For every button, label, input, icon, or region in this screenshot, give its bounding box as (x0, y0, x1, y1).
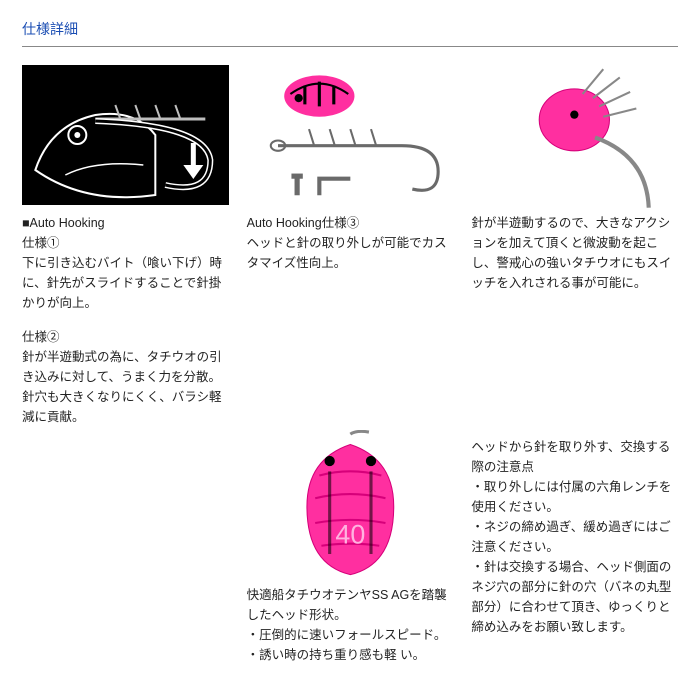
image-semi-free-swing (471, 65, 678, 205)
cell-5-line2: ・圧倒的に速いフォールスピード。 (247, 625, 454, 645)
spec-grid: ■Auto Hooking 仕様① 下に引き込むバイト（喰い下げ）時に、針先がス… (22, 65, 678, 665)
cell-3-body: 針が半遊動するので、大きなアクションを加えて頂くと微波動を起こし、警戒心の強いタ… (471, 213, 678, 293)
cell-2: Auto Hooking仕様③ ヘッドと針の取り外しが可能でカスタマイズ性向上。 (247, 65, 454, 427)
cell-5-line1: 快適船タチウオテンヤSS AGを踏襲したヘッド形状。 (247, 585, 454, 625)
cell-2-text: Auto Hooking仕様③ ヘッドと針の取り外しが可能でカスタマイズ性向上。 (247, 213, 454, 273)
spec3-body: ヘッドと針の取り外しが可能でカスタマイズ性向上。 (247, 233, 454, 273)
spec1-label: 仕様① (22, 233, 229, 253)
cell-3: 針が半遊動するので、大きなアクションを加えて頂くと微波動を起こし、警戒心の強いタ… (471, 65, 678, 427)
image-head-shape: 40 (247, 437, 454, 577)
cell-6-line3: ・ネジの締め過ぎ、緩め過ぎにはご注意ください。 (471, 517, 678, 557)
cell-1: ■Auto Hooking 仕様① 下に引き込むバイト（喰い下げ）時に、針先がス… (22, 65, 229, 427)
cell-1-text: ■Auto Hooking 仕様① 下に引き込むバイト（喰い下げ）時に、針先がス… (22, 213, 229, 427)
cell-6: ヘッドから針を取り外す、交換する際の注意点 ・取り外しには付属の六角レンチを使用… (471, 437, 678, 665)
image-detachable-hook (247, 65, 454, 205)
spec2-body: 針が半遊動式の為に、タチウオの引き込みに対して、うまく力を分散。針穴も大きくなり… (22, 347, 229, 427)
head-weight-number: 40 (335, 520, 365, 550)
cell-3-text: 針が半遊動するので、大きなアクションを加えて頂くと微波動を起こし、警戒心の強いタ… (471, 213, 678, 293)
cell-5: 40 快適船タチウオテンヤSS AGを踏襲したヘッド形状。 ・圧倒的に速いフォー… (247, 437, 454, 665)
spec3-heading: Auto Hooking仕様③ (247, 213, 454, 233)
cell-6-line1: ヘッドから針を取り外す、交換する際の注意点 (471, 437, 678, 477)
auto-hooking-heading: ■Auto Hooking (22, 213, 229, 233)
image-auto-hooking-diagram (22, 65, 229, 205)
section-title: 仕様詳細 (22, 18, 678, 47)
spec2-label: 仕様② (22, 327, 229, 347)
cell-6-line4: ・針は交換する場合、ヘッド側面のネジ穴の部分に針の穴（バネの丸型部分）に合わせて… (471, 557, 678, 637)
spec1-body: 下に引き込むバイト（喰い下げ）時に、針先がスライドすることで針掛かりが向上。 (22, 253, 229, 313)
cell-6-line2: ・取り外しには付属の六角レンチを使用ください。 (471, 477, 678, 517)
cell-5-text: 快適船タチウオテンヤSS AGを踏襲したヘッド形状。 ・圧倒的に速いフォールスピ… (247, 585, 454, 665)
cell-6-text: ヘッドから針を取り外す、交換する際の注意点 ・取り外しには付属の六角レンチを使用… (471, 437, 678, 637)
cell-5-line3: ・誘い時の持ち重り感も軽 い。 (247, 645, 454, 665)
cell-4-empty (22, 437, 229, 665)
